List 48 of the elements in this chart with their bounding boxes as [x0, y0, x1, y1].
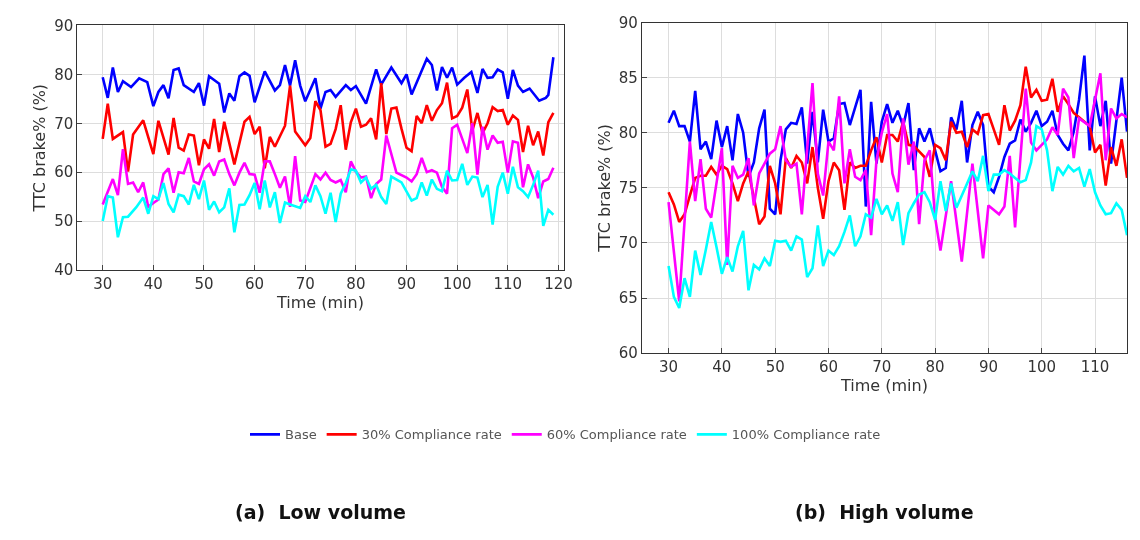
y-tick-label: 50 [54, 212, 74, 231]
y-tick-label: 65 [618, 289, 638, 308]
y-tick-label: 85 [618, 68, 638, 87]
x-tick-label: 70 [872, 358, 892, 377]
line-series [101, 121, 555, 209]
x-tick-label: 50 [765, 358, 785, 377]
x-tick-label: 90 [396, 275, 417, 293]
line-series [667, 124, 1128, 310]
legend-label: Base [285, 427, 317, 443]
y-tick-label: 70 [618, 234, 638, 253]
y-axis-title: TTC brake% (%) [594, 124, 614, 253]
y-tick-label: 75 [618, 179, 638, 198]
x-tick-label: 100 [1027, 358, 1057, 377]
y-tick-label: 90 [618, 13, 638, 32]
legend-label: 30% Compliance rate [361, 427, 502, 443]
x-axis-title: Time (min) [840, 376, 928, 396]
x-tick-label: 50 [194, 275, 214, 293]
x-tick-label: 40 [143, 275, 163, 293]
y-tick-label: 70 [54, 114, 74, 133]
x-axis-title: Time (min) [276, 293, 364, 312]
legend-label: 60% Compliance rate [546, 427, 687, 443]
x-tick-label: 80 [925, 358, 945, 377]
x-tick-label: 120 [544, 275, 573, 293]
x-tick-label: 110 [493, 275, 523, 293]
line-series [667, 71, 1128, 303]
text: (a) Low volume [235, 501, 406, 523]
x-tick-label: 110 [1080, 358, 1110, 377]
x-tick-label: 80 [346, 275, 366, 293]
y-tick-label: 80 [54, 65, 74, 84]
y-axis-title: TTC brake% (%) [30, 83, 50, 213]
y-tick-label: 60 [54, 163, 74, 182]
x-tick-label: 100 [442, 275, 472, 293]
y-tick-label: 90 [54, 16, 74, 35]
y-tick-label: 60 [618, 344, 638, 363]
line-series [101, 81, 555, 173]
x-tick-label: 40 [712, 358, 732, 377]
x-tick-label: 60 [245, 275, 265, 293]
x-tick-label: 90 [978, 358, 998, 377]
x-tick-label: 60 [818, 358, 839, 377]
x-tick-label: 30 [93, 275, 113, 293]
y-tick-label: 40 [54, 261, 74, 280]
line-series [101, 162, 555, 239]
x-tick-label: 70 [295, 275, 315, 293]
line-series [101, 55, 555, 114]
text: (b) High volume [795, 501, 974, 523]
legend-label: 100% Compliance rate [731, 427, 881, 443]
y-tick-label: 80 [618, 123, 638, 142]
x-tick-label: 30 [659, 358, 679, 377]
